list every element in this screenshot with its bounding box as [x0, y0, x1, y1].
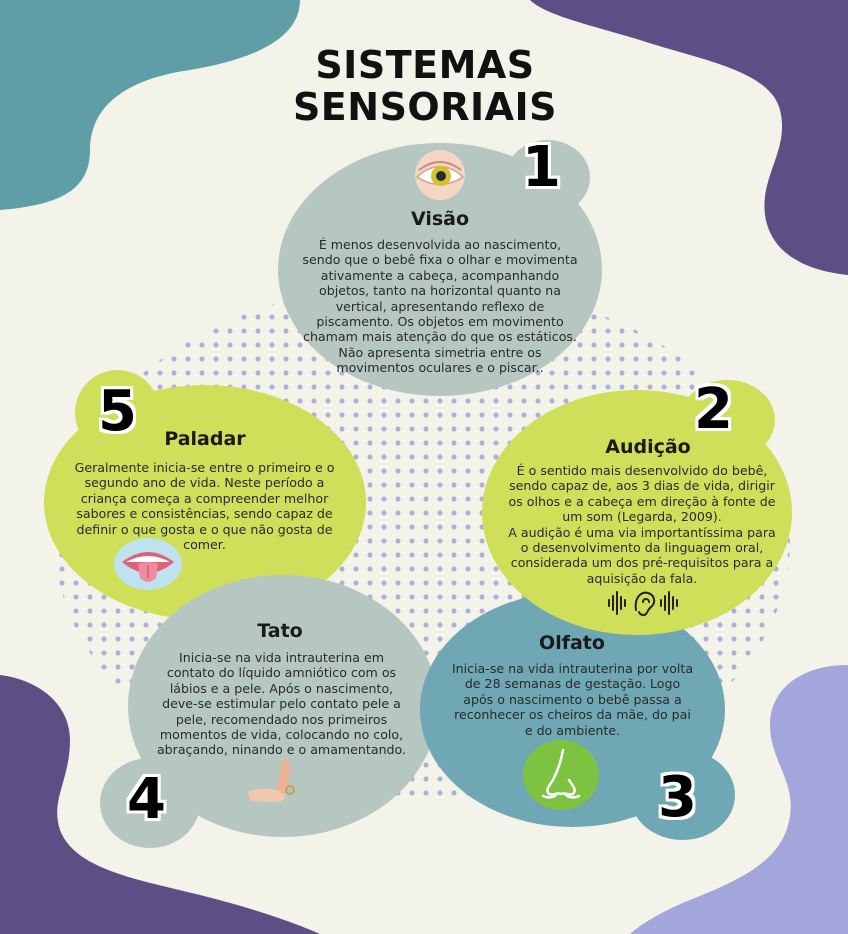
- tato-line: momentos de vida, colocando no colo,: [159, 727, 404, 743]
- audicao-circle: [482, 390, 792, 635]
- tato-text: Inicia-se na vida intrauterina em contat…: [140, 650, 423, 758]
- tato-line: Inicia-se na vida intrauterina em: [179, 650, 384, 665]
- olfato-number: 3: [658, 765, 697, 830]
- ear-sound-icon: [606, 588, 680, 618]
- nose-icon: [523, 740, 599, 810]
- visao-line: É menos desenvolvida ao nascimento,: [318, 237, 562, 252]
- purple-blob-top: [530, 0, 848, 275]
- visao-line: chamam mais atenção do que os estáticos.: [303, 329, 577, 345]
- audicao-line: É o sentido mais desenvolvido do bebê,: [516, 463, 768, 478]
- tato-line: deve-se estimular pelo contato pele a: [162, 696, 401, 712]
- olfato-text: Inicia-se na vida intrauterina por volta…: [435, 661, 710, 738]
- paladar-line: sabores e consistências, sendo capaz de: [76, 506, 333, 522]
- visao-line: sendo que o bebê fixa o olhar e moviment…: [302, 252, 578, 268]
- olfato-line: reconhecer os cheiros da mãe, do pai: [454, 707, 691, 723]
- visao-heading: Visão: [410, 208, 470, 230]
- olfato-line: de 28 semanas de gestação. Logo: [464, 676, 681, 692]
- visao-text: É menos desenvolvida ao nascimento, send…: [295, 237, 585, 376]
- audicao-line: o desenvolvimento da linguagem oral,: [520, 540, 764, 556]
- paladar-text: Geralmente inicia-se entre o primeiro e …: [57, 460, 352, 552]
- title-line-1: SISTEMAS: [315, 43, 535, 87]
- visao-line: ativamente a cabeça, acompanhando: [320, 267, 560, 283]
- lavender-blob: [630, 665, 848, 934]
- olfato-heading: Olfato: [539, 632, 605, 654]
- paladar-line: definir o que gosta e o que não gosta de: [76, 521, 333, 537]
- tato-heading: Tato: [257, 620, 303, 642]
- olfato-line: após o nascimento o bebê passa a: [463, 691, 682, 707]
- paladar-line: Geralmente inicia-se entre o primeiro e …: [74, 460, 335, 475]
- audicao-line: os olhos e a cabeça em direção à fonte d…: [508, 493, 776, 509]
- visao-line: movimentos oculares e o piscar..: [336, 360, 544, 376]
- visao-line: piscamento. Os objetos em movimento: [316, 314, 564, 330]
- teal-blob: [0, 0, 300, 210]
- audicao-heading: Audição: [605, 436, 691, 458]
- audicao-line: sendo capaz de, aos 3 dias de vida, diri…: [509, 478, 775, 494]
- audicao-number: 2: [694, 377, 733, 442]
- tato-line: lábios e a pele. Após o nascimento,: [169, 680, 394, 696]
- visao-line: vertical, apresentando reflexo de: [335, 298, 545, 314]
- tongue-mouth-icon: [112, 536, 184, 592]
- purple-blob-bottom: [0, 675, 320, 934]
- audicao-line: A audição é uma via importantíssima para: [508, 524, 776, 540]
- visao-line: Não apresenta simetria entre os: [338, 344, 542, 360]
- audicao-line: aquisição da fala.: [586, 570, 698, 586]
- tato-line: abraçando, ninando e o amamentando.: [156, 742, 407, 758]
- olfato-line: e do ambiente.: [524, 722, 621, 738]
- tato-line: contato do líquido amniótico com os: [166, 665, 397, 681]
- eye-icon: [405, 150, 475, 200]
- paladar-number: 5: [98, 379, 137, 444]
- audicao-line: considerada um dos pré-requisitos para a: [510, 555, 774, 571]
- tato-line: pele, recomendado nos primeiros: [175, 711, 388, 727]
- paladar-heading: Paladar: [164, 428, 246, 450]
- paladar-line: comer.: [183, 537, 226, 553]
- title-line-2: SENSORIAIS: [292, 85, 558, 129]
- visao-line: objetos, tanto na horizontal quanto na: [319, 283, 561, 299]
- visao-number: 1: [522, 135, 561, 200]
- hands-touch-icon: [246, 756, 304, 804]
- page-title: SISTEMAS SENSORIAIS: [220, 44, 630, 128]
- paladar-line: criança começa a compreender melhor: [80, 490, 329, 506]
- olfato-line: Inicia-se na vida intrauterina por volta: [451, 661, 694, 676]
- paladar-line: segundo ano de vida. Neste período a: [84, 475, 325, 491]
- audicao-line: um som (Legarda, 2009).: [562, 509, 722, 525]
- tato-number: 4: [127, 767, 166, 832]
- audicao-text: É o sentido mais desenvolvido do bebê, s…: [497, 463, 787, 586]
